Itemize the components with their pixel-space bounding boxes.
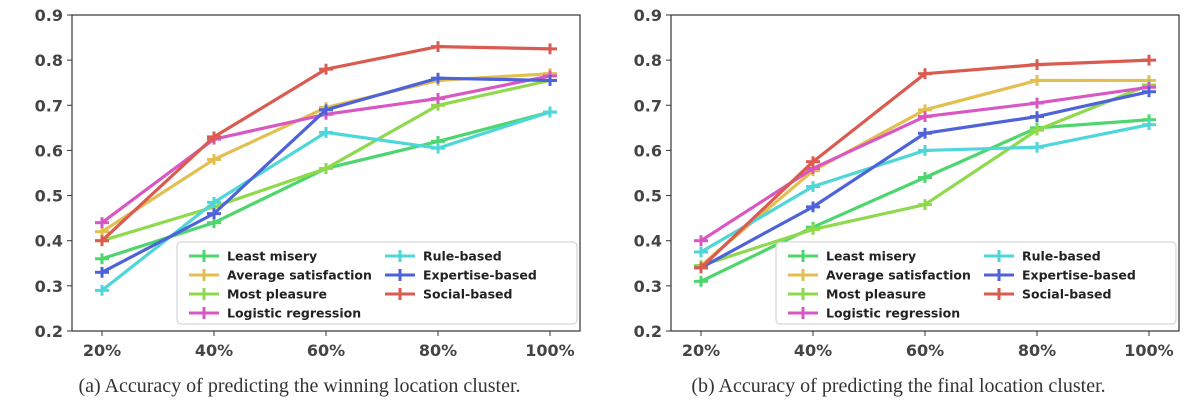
x-tick-label: 40% [195, 341, 233, 360]
series-line [101, 74, 551, 224]
chart-a: 0.2 0.3 0.4 0.5 0.6 0.7 0.8 0.9 20% 40% 60% 80% 100%… [35, 6, 581, 360]
x-tick-label: 100% [525, 341, 574, 360]
legend-label: Average satisfaction [227, 268, 372, 283]
x-tick-label: 20% [83, 341, 121, 360]
y-tick-label: 0.6 [634, 141, 662, 160]
y-tick-label: 0.9 [634, 6, 662, 25]
chart-panel-b: 0.2 0.3 0.4 0.5 0.6 0.7 0.8 0.9 20% 40% 60% 80% 100%… [599, 0, 1198, 408]
series-expertise-based [95, 72, 557, 278]
legend-label: Logistic regression [227, 306, 361, 321]
legend-item-social-based: Social-based [385, 287, 512, 302]
legend-item-expertise-based: Expertise-based [984, 268, 1136, 283]
legend-label: Rule-based [1022, 249, 1101, 264]
legend-item-social-based: Social-based [984, 287, 1111, 302]
y-tick-label: 0.2 [634, 322, 662, 341]
legend-label: Most pleasure [227, 287, 327, 302]
chart-b: 0.2 0.3 0.4 0.5 0.6 0.7 0.8 0.9 20% 40% 60% 80% 100%… [634, 6, 1180, 360]
y-tick-label: 0.4 [634, 232, 662, 251]
legend-item-most-pleasure: Most pleasure [788, 287, 926, 302]
legend-label: Average satisfaction [826, 268, 971, 283]
legend-item-rule-based: Rule-based [385, 249, 502, 264]
legend-item-rule-based: Rule-based [984, 249, 1101, 264]
x-tick-label: 100% [1124, 341, 1173, 360]
y-tick-label: 0.3 [634, 277, 662, 296]
x-tick-label: 40% [794, 341, 832, 360]
y-tick-label: 0.9 [35, 6, 63, 25]
legend-box [775, 241, 1177, 325]
series-line [101, 72, 551, 234]
y-tick-label: 0.5 [35, 187, 63, 206]
legend-item-average-satisfaction: Average satisfaction [788, 268, 971, 283]
x-tick-label: 60% [906, 341, 944, 360]
legend-label: Least misery [227, 249, 317, 264]
chart-panel-a: 0.2 0.3 0.4 0.5 0.6 0.7 0.8 0.9 20% 40% 60% 80% 100%… [35, 6, 581, 397]
legend-label: Rule-based [423, 249, 502, 264]
series-social-based [95, 41, 557, 247]
legend-label: Social-based [1022, 287, 1111, 302]
legend-item-expertise-based: Expertise-based [385, 268, 537, 283]
y-tick-label: 0.4 [35, 232, 63, 251]
y-tick-label: 0.7 [35, 96, 63, 115]
series-rule-based [694, 119, 1156, 258]
legend-item-least-misery: Least misery [788, 249, 916, 264]
y-tick-label: 0.5 [634, 187, 662, 206]
x-tick-label: 60% [307, 341, 345, 360]
series-social-based [694, 54, 1156, 274]
legend-label: Expertise-based [1022, 268, 1136, 283]
series-line [100, 44, 551, 242]
legend-item-logistic-regression: Logistic regression [189, 306, 361, 321]
legend-item-average-satisfaction: Average satisfaction [189, 268, 372, 283]
x-tick-label: 20% [682, 341, 720, 360]
chart-caption-a: (a) Accuracy of predicting the winning l… [78, 375, 521, 397]
y-tick-label: 0.6 [35, 141, 63, 160]
y-tick-label: 0.8 [35, 51, 63, 70]
legend-label: Logistic regression [826, 306, 960, 321]
legend-item-most-pleasure: Most pleasure [189, 287, 327, 302]
chart-caption-b: (b) Accuracy of predicting the final loc… [691, 375, 1106, 397]
legend-item-least-misery: Least misery [189, 249, 317, 264]
legend-label: Expertise-based [423, 268, 537, 283]
y-tick-label: 0.7 [634, 96, 662, 115]
y-tick-label: 0.2 [35, 322, 63, 341]
x-tick-label: 80% [1018, 341, 1056, 360]
legend-label: Social-based [423, 287, 512, 302]
legend-item-logistic-regression: Logistic regression [788, 306, 960, 321]
legend-box [176, 241, 578, 325]
series-most-pleasure [95, 75, 557, 247]
series-line [699, 58, 1150, 269]
y-tick-label: 0.8 [634, 51, 662, 70]
legend-label: Most pleasure [826, 287, 926, 302]
legend-label: Least misery [826, 249, 916, 264]
x-tick-label: 80% [419, 341, 457, 360]
y-tick-label: 0.3 [35, 277, 63, 296]
